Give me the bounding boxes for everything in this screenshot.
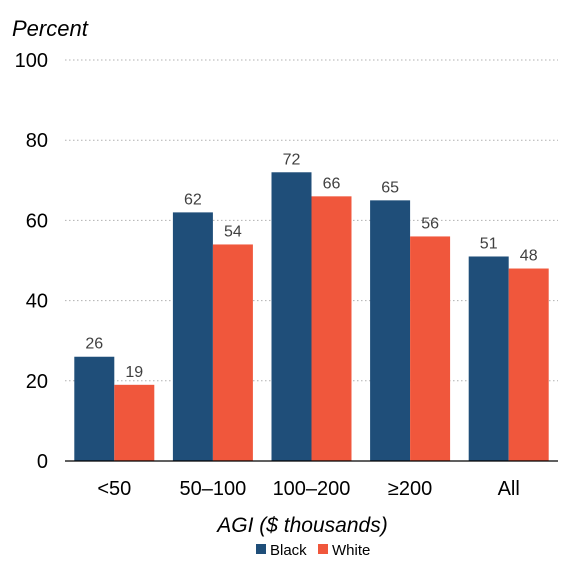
bars — [74, 172, 549, 461]
data-label: 66 — [323, 175, 341, 192]
legend-label-black: Black — [270, 542, 307, 559]
data-label: 65 — [381, 179, 399, 196]
bar-white — [114, 384, 155, 461]
legend-swatch-white — [318, 544, 328, 554]
legend-label-white: White — [332, 542, 370, 559]
data-label: 51 — [480, 235, 498, 252]
bar-black — [172, 212, 213, 461]
y-tick-label: 100 — [15, 50, 48, 72]
data-label: 26 — [85, 336, 103, 353]
legend-swatch-black — [256, 544, 266, 554]
bar-white — [212, 244, 253, 461]
y-tick-label: 80 — [26, 130, 48, 152]
bar-black — [370, 200, 411, 461]
y-axis-title: Percent — [12, 16, 89, 41]
x-tick-label: <50 — [97, 478, 131, 500]
y-tick-label: 60 — [26, 210, 48, 232]
legend: Black White — [256, 542, 370, 559]
bar-white — [410, 236, 451, 461]
bar-black — [468, 256, 509, 461]
x-axis-title: AGI ($ thousands) — [215, 514, 387, 537]
y-tick-label: 20 — [26, 371, 48, 393]
axis-ticks: 0 20 40 60 80 100 <50 50–100 100–200 ≥200 All — [15, 50, 520, 500]
y-tick-label: 0 — [37, 451, 48, 473]
data-labels: 26 19 62 54 72 66 65 56 51 48 — [85, 151, 537, 381]
bar-black — [74, 356, 115, 461]
data-label: 56 — [421, 215, 439, 232]
data-label: 54 — [224, 223, 242, 240]
x-tick-label: 100–200 — [273, 478, 351, 500]
data-label: 48 — [520, 248, 538, 265]
x-tick-label: ≥200 — [388, 478, 432, 500]
bar-white — [311, 196, 352, 461]
x-tick-label: All — [498, 478, 520, 500]
data-label: 19 — [125, 364, 143, 381]
bar-white — [508, 268, 549, 461]
bar-black — [271, 172, 312, 461]
data-label: 72 — [283, 151, 301, 168]
data-label: 62 — [184, 191, 202, 208]
x-tick-label: 50–100 — [180, 478, 247, 500]
y-tick-label: 40 — [26, 291, 48, 313]
